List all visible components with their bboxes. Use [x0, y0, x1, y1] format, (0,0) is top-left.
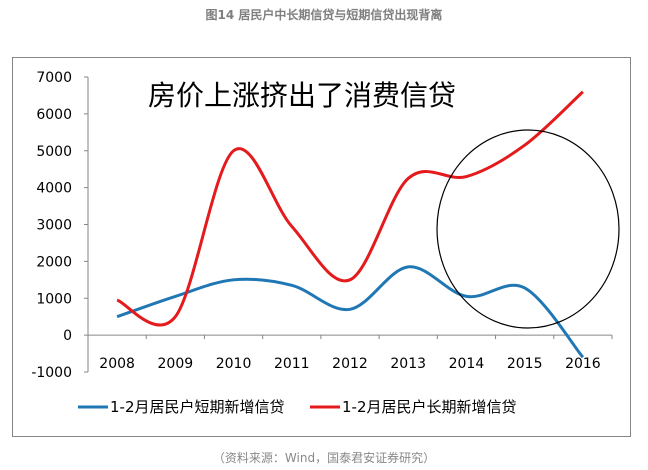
- figure-title: 图14 居民户中长期信贷与短期信贷出现背离: [205, 8, 443, 22]
- x-tick-label: 2012: [332, 356, 368, 372]
- legend-label-0: 1-2月居民户短期新增信贷: [110, 398, 285, 416]
- highlight-circle: [436, 129, 620, 329]
- y-tick-label: 3000: [36, 218, 72, 234]
- x-tick-label: 2008: [99, 356, 135, 372]
- x-tick-label: 2010: [216, 356, 252, 372]
- annotation-text: 房价上涨挤出了消费信贷: [148, 79, 456, 112]
- y-tick-label: 2000: [36, 254, 72, 270]
- x-tick-label: 2014: [449, 356, 485, 372]
- source-note: （资料来源：Wind，国泰君安证券研究）: [212, 451, 436, 465]
- series-line-1: [116, 90, 584, 327]
- y-tick-label: 7000: [36, 70, 72, 86]
- y-tick-label: 0: [63, 328, 72, 344]
- y-tick-label: -1000: [31, 365, 72, 381]
- y-tick-label: 1000: [36, 291, 72, 307]
- series-line-0: [116, 265, 585, 359]
- legend-label-1: 1-2月居民户长期新增信贷: [342, 398, 517, 416]
- x-tick-label: 2015: [507, 356, 543, 372]
- x-tick-label: 2016: [565, 356, 601, 372]
- y-tick-label: 5000: [36, 144, 72, 160]
- x-tick-label: 2011: [274, 356, 310, 372]
- x-tick-label: 2013: [390, 356, 426, 372]
- y-tick-label: 6000: [36, 107, 72, 123]
- y-tick-label: 4000: [36, 181, 72, 197]
- chart-frame: [12, 57, 631, 437]
- x-tick-label: 2009: [158, 356, 194, 372]
